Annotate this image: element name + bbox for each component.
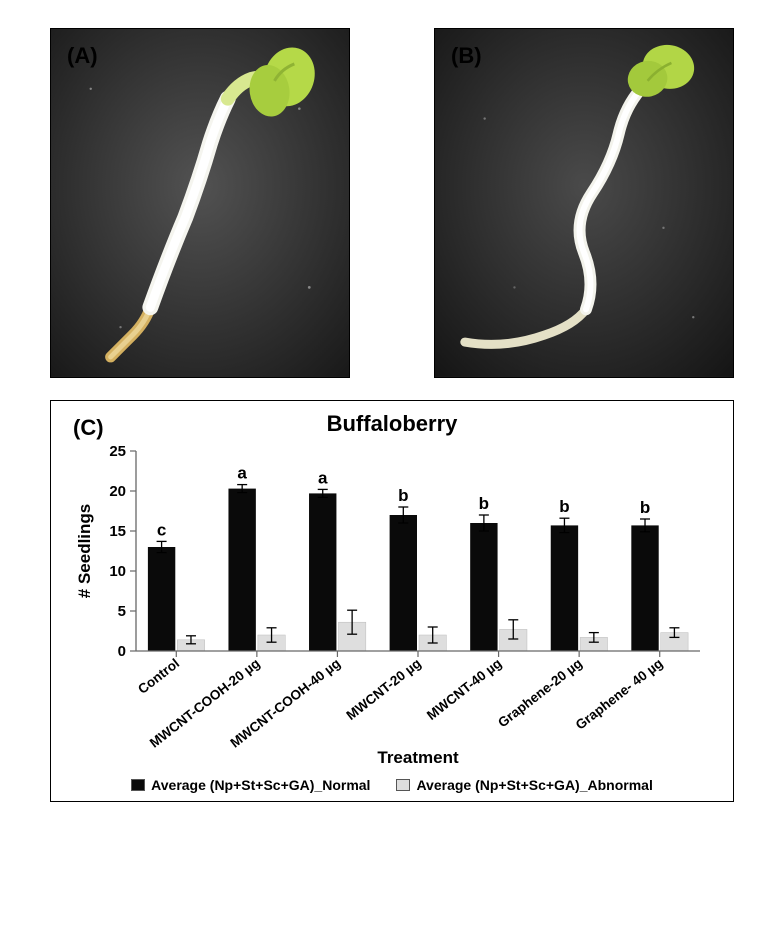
svg-text:c: c: [157, 520, 166, 539]
svg-text:Graphene- 40 µg: Graphene- 40 µg: [573, 656, 666, 733]
svg-text:b: b: [640, 498, 650, 517]
panel-a: (A): [50, 28, 350, 378]
svg-text:b: b: [559, 497, 569, 516]
svg-text:# Seedlings: # Seedlings: [75, 504, 94, 598]
svg-text:20: 20: [109, 483, 126, 500]
svg-text:Graphene-20 µg: Graphene-20 µg: [495, 656, 585, 731]
panel-a-label: (A): [67, 43, 98, 69]
svg-text:Treatment: Treatment: [377, 748, 459, 767]
photo-row: (A): [50, 28, 734, 378]
panel-c: (C) Buffaloberry 0 5 10 15 20 25 # Seedlings c C…: [50, 400, 734, 802]
panel-b-label: (B): [451, 43, 482, 69]
svg-text:0: 0: [118, 643, 126, 660]
chart-title: Buffaloberry: [65, 411, 719, 437]
legend-swatch: [131, 779, 145, 791]
legend-label: Average (Np+St+Sc+GA)_Abnormal: [416, 777, 652, 793]
panel-c-label: (C): [73, 415, 104, 441]
svg-text:b: b: [479, 494, 489, 513]
svg-text:b: b: [398, 486, 408, 505]
seedling-b-image: [435, 29, 733, 377]
legend-item: Average (Np+St+Sc+GA)_Abnormal: [396, 777, 652, 793]
chart-legend: Average (Np+St+Sc+GA)_Normal Average (Np+…: [65, 777, 719, 793]
legend-item: Average (Np+St+Sc+GA)_Normal: [131, 777, 370, 793]
svg-text:a: a: [237, 464, 247, 483]
svg-text:MWCNT-40 µg: MWCNT-40 µg: [424, 656, 504, 723]
svg-text:5: 5: [118, 603, 126, 620]
svg-text:10: 10: [109, 563, 126, 580]
buffaloberry-bar-chart: 0510152025# SeedlingscControlaMWCNT-COOH…: [72, 441, 712, 771]
panel-b: (B): [434, 28, 734, 378]
svg-text:15: 15: [109, 523, 126, 540]
legend-label: Average (Np+St+Sc+GA)_Normal: [151, 777, 370, 793]
svg-text:25: 25: [109, 443, 126, 460]
svg-text:a: a: [318, 468, 328, 487]
seedling-a-image: [51, 29, 349, 377]
legend-swatch: [396, 779, 410, 791]
svg-text:MWCNT-20 µg: MWCNT-20 µg: [343, 656, 423, 723]
svg-text:Control: Control: [135, 656, 182, 697]
